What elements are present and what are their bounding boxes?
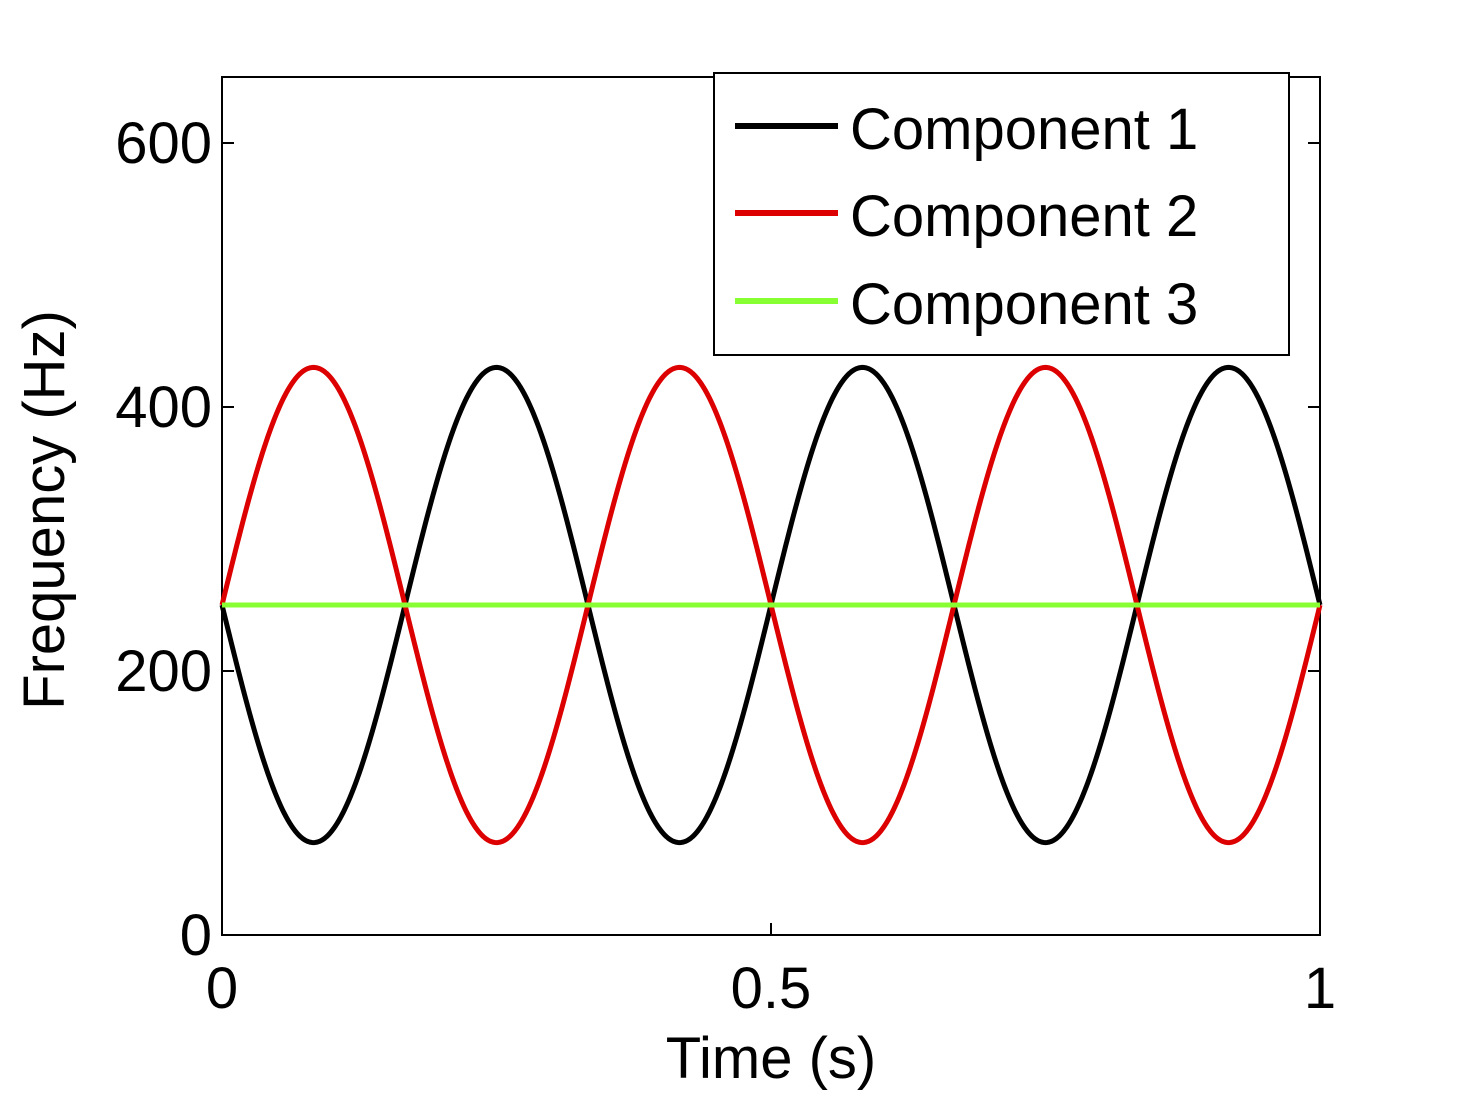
legend-label-component-1: Component 1	[850, 97, 1198, 162]
x-tick-label: 0	[206, 956, 238, 1021]
y-tick-label: 200	[115, 639, 212, 704]
x-axis-label: Time (s)	[666, 1026, 876, 1091]
y-tick-label: 400	[115, 375, 212, 440]
y-axis-label: Frequency (Hz)	[12, 310, 77, 710]
legend-label-component-3: Component 3	[850, 272, 1198, 337]
x-tick-label: 0.5	[731, 956, 812, 1021]
y-tick-label: 0	[180, 903, 212, 968]
series-layer	[219, 364, 1323, 846]
y-tick-label: 600	[115, 111, 212, 176]
legend: Component 1 Component 2 Component 3	[713, 72, 1290, 356]
legend-label-component-2: Component 2	[850, 184, 1198, 249]
y-axis-ticks: 0 200 400 600	[115, 111, 1320, 968]
x-axis-ticks: 0 0.5 1	[206, 77, 1336, 1021]
x-tick-label: 1	[1304, 956, 1336, 1021]
